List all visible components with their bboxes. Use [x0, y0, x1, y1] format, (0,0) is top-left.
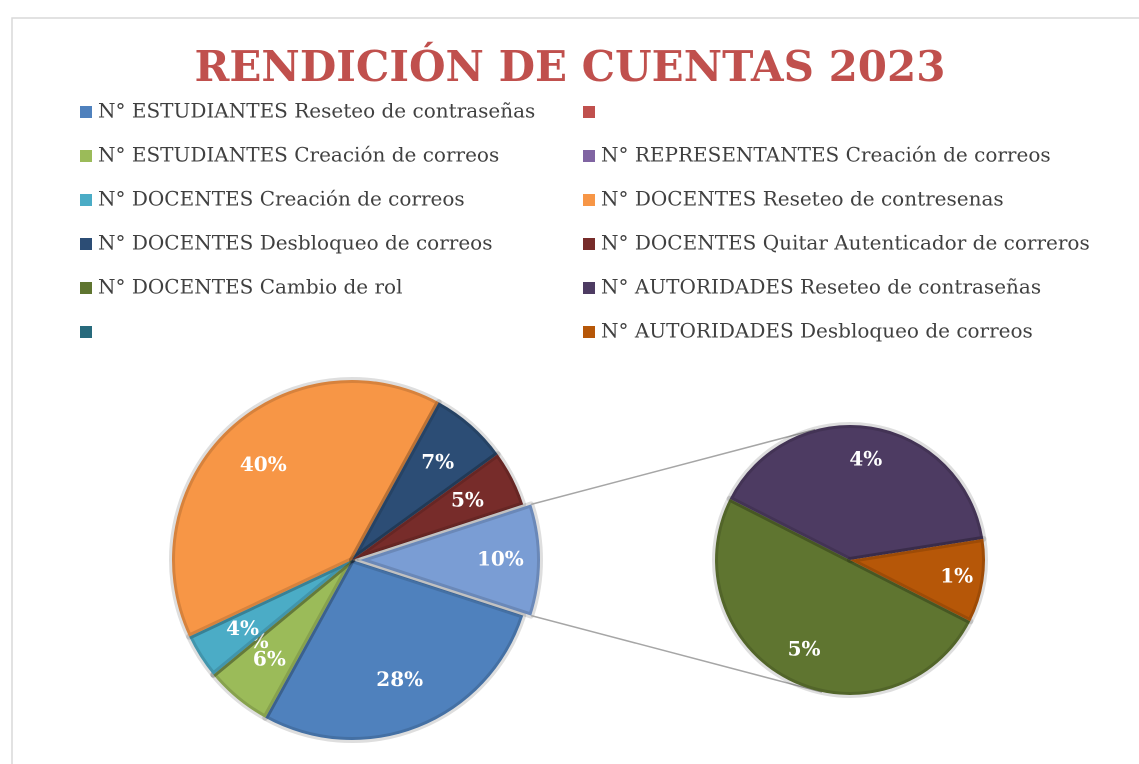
legend-swatch	[583, 282, 595, 294]
data-label: 40%	[240, 452, 287, 476]
legend-label: N° AUTORIDADES Reseteo de contraseñas	[601, 275, 1041, 299]
legend-label: N° ESTUDIANTES Creación de correos	[98, 143, 499, 167]
connector-line	[530, 614, 823, 693]
pie-slice	[262, 557, 527, 743]
pie-slice	[186, 557, 355, 678]
data-label: 10%	[477, 547, 524, 571]
other-slice	[357, 501, 543, 619]
legend-swatch	[80, 106, 92, 118]
legend-swatch	[80, 326, 92, 338]
legend-label: N° ESTUDIANTES Reseteo de contraseñas	[98, 99, 535, 123]
legend-label: N° REPRESENTANTES Creación de correos	[601, 143, 1051, 167]
pie-slice	[847, 535, 988, 625]
pie-slice	[349, 451, 527, 563]
legend-label: N° AUTORIDADES Desbloqueo de correos	[601, 319, 1033, 343]
legend-label: N° DOCENTES Reseteo de contresenas	[601, 187, 1004, 211]
pie-slice	[726, 422, 987, 563]
legend-swatch	[583, 194, 595, 206]
legend-swatch	[583, 238, 595, 250]
legend-swatch	[80, 238, 92, 250]
legend-label: N° DOCENTES Quitar Autenticador de corre…	[601, 231, 1090, 255]
data-label: 5%	[451, 488, 484, 512]
legend-label: N° DOCENTES Creación de correos	[98, 187, 465, 211]
connector-line	[530, 428, 816, 506]
legend-swatch	[583, 106, 595, 118]
data-label: 5%	[788, 637, 821, 661]
legend-swatch	[583, 326, 595, 338]
data-label: 7%	[421, 449, 454, 473]
chart-title: RENDICIÓN DE CUENTAS 2023	[195, 41, 946, 91]
legend-swatch	[80, 150, 92, 162]
pie-slice	[169, 377, 442, 640]
data-label: 28%	[376, 667, 423, 691]
pie-slice	[210, 557, 355, 721]
pie-slice	[349, 399, 501, 563]
pie-slice	[210, 557, 355, 678]
data-label: 1%	[940, 563, 973, 587]
legend-swatch	[80, 282, 92, 294]
legend-label: N° DOCENTES Desbloqueo de correos	[98, 231, 492, 255]
pie-slice	[712, 495, 974, 698]
legend-swatch	[80, 194, 92, 206]
legend-swatch	[583, 150, 595, 162]
legend-label: N° DOCENTES Cambio de rol	[98, 275, 402, 299]
chart-border	[11, 17, 1139, 764]
data-label: 6%	[253, 646, 286, 670]
data-label: 4%	[849, 446, 882, 470]
data-label: 4%	[226, 616, 259, 640]
